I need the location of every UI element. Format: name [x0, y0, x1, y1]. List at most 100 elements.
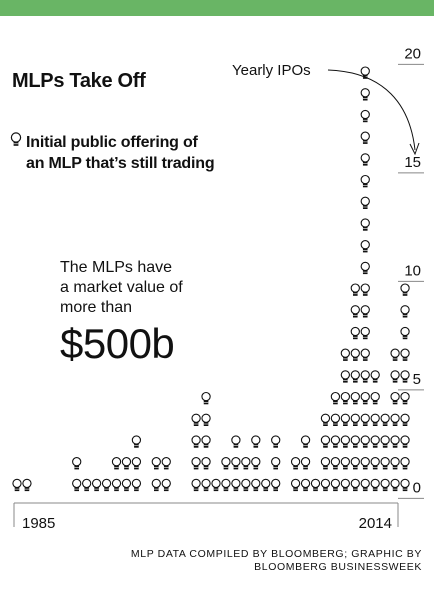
bulb-mark [201, 478, 211, 492]
legend: Initial public offering of an MLP that’s… [10, 132, 215, 174]
bulb-mark [12, 478, 22, 492]
chart-title: MLPs Take Off [12, 70, 146, 92]
bulb-mark [380, 435, 390, 448]
bulb-mark [360, 88, 370, 101]
bulb-mark [400, 478, 410, 492]
bulb-mark [400, 370, 410, 383]
bulb-mark [221, 478, 231, 492]
bulb-mark [131, 478, 142, 492]
bulb-mark [231, 457, 241, 470]
annotation-arrowhead [409, 142, 420, 156]
bulb-mark [271, 457, 281, 470]
x-tick-label-end: 2014 [359, 515, 392, 532]
bulb-mark [360, 240, 370, 253]
bulb-mark [360, 174, 370, 188]
bulb-mark [121, 478, 132, 492]
bulb-mark [380, 457, 390, 470]
bulb-mark [400, 413, 410, 426]
bulb-mark [320, 457, 331, 470]
bulb-mark [271, 435, 281, 448]
bulb-mark [400, 391, 410, 405]
bulb-mark [251, 478, 261, 492]
bulb-mark [360, 196, 370, 209]
bulb-mark [370, 370, 380, 383]
bulb-mark [320, 478, 331, 492]
bulb-mark [340, 370, 350, 383]
bulb-mark [191, 413, 201, 426]
source-note: MLP data compiled by Bloomberg; graphic … [131, 548, 422, 574]
bulb-mark [330, 391, 341, 405]
bulb-mark [350, 283, 360, 296]
bulb-mark [350, 326, 360, 340]
bulb-mark [360, 391, 370, 405]
bulb-mark [360, 261, 370, 275]
callout-line-3: more than [60, 299, 133, 316]
bulb-mark [370, 391, 380, 405]
callout-value: $500b [60, 320, 175, 367]
market-value-callout: The MLPs have a market value of more tha… [60, 258, 260, 368]
y-tick-label: 15 [404, 154, 421, 171]
bulb-mark [390, 391, 400, 405]
y-tick-label: 0 [413, 479, 421, 496]
bulb-mark [360, 153, 370, 166]
bulb-mark [350, 370, 360, 383]
bulb-mark [390, 348, 400, 361]
bulb-mark [390, 478, 400, 492]
bulb-mark [330, 478, 341, 492]
bulb-mark [350, 478, 360, 492]
bulb-mark [300, 435, 311, 448]
y-tick-label: 20 [404, 45, 421, 62]
bulb-mark [360, 305, 370, 318]
bulb-mark [201, 435, 211, 448]
bulb-mark [360, 457, 370, 470]
y-tick-label: 5 [413, 371, 421, 388]
bulb-mark [201, 391, 211, 405]
bulb-mark [111, 457, 122, 470]
bulb-mark [380, 413, 390, 426]
bulb-mark [360, 348, 370, 361]
bulb-mark [340, 413, 350, 426]
bulb-mark [360, 413, 370, 426]
bulb-mark [121, 457, 132, 470]
bulb-mark [360, 326, 370, 340]
yearly-ipos-label: Yearly IPOs [232, 62, 311, 79]
bulb-mark [191, 478, 201, 492]
bulb-mark [91, 478, 102, 492]
bulb-mark [231, 435, 241, 448]
bulb-mark [320, 435, 331, 448]
bulb-mark [22, 478, 32, 492]
bulb-mark [231, 478, 241, 492]
bulb-mark [201, 413, 211, 426]
callout-line-2: a market value of [60, 279, 183, 296]
bulb-mark [300, 457, 311, 470]
bulb-mark [370, 435, 380, 448]
top-color-bar [0, 0, 434, 16]
bulb-mark [350, 413, 360, 426]
bulb-mark [390, 413, 400, 426]
bulb-mark [320, 413, 331, 426]
lightbulb-icon [10, 132, 22, 146]
bulb-mark [400, 326, 410, 340]
bulb-mark [360, 478, 370, 492]
bulb-mark [310, 478, 321, 492]
bulb-mark [360, 370, 370, 383]
bulb-mark [350, 391, 360, 405]
bulb-mark [370, 457, 380, 470]
bulb-mark [201, 457, 211, 470]
bulb-mark [340, 478, 350, 492]
callout-line-1: The MLPs have [60, 259, 173, 276]
bulb-mark [101, 478, 112, 492]
legend-line-2: an MLP that’s still trading [26, 155, 215, 172]
bulb-mark [131, 457, 142, 470]
bulb-mark [251, 457, 261, 470]
bulb-mark [390, 435, 400, 448]
bulb-mark [271, 478, 281, 492]
bulb-mark [191, 457, 201, 470]
bulb-mark [300, 478, 311, 492]
y-tick-label: 10 [404, 262, 421, 279]
bulb-mark [330, 413, 341, 426]
bulb-mark [360, 218, 370, 231]
bulb-mark [400, 305, 410, 318]
bulb-mark [72, 457, 82, 470]
bulb-mark [350, 348, 360, 361]
